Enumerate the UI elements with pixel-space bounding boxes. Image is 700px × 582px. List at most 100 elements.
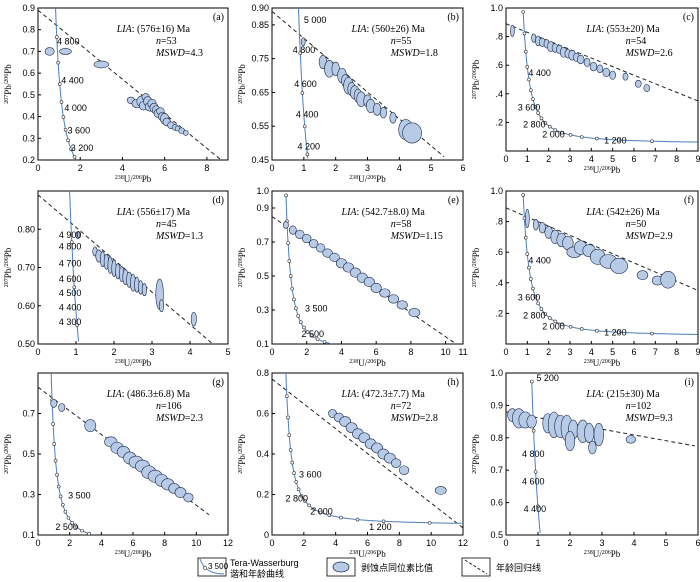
x-tick-label: 3 [599,538,604,548]
concordia-age-label: 4 000 [64,103,87,113]
concordia-marker [51,422,55,426]
concordia-marker [533,104,538,109]
x-tick-label: 0 [269,538,274,548]
concordia-marker [55,472,59,477]
legend-curve-label-2: 谐和年龄曲线 [230,568,284,579]
concordia-marker [54,35,59,39]
isotope-ellipse [434,486,447,495]
concordia-age-label: 1 200 [604,328,627,338]
x-tick-label: 6 [695,538,700,548]
isotope-ellipse [141,283,147,297]
x-tick-label: 5 [429,163,434,173]
y-tick-label: .6 [495,247,503,257]
x-tick-label: 9 [695,347,700,357]
concordia-marker [523,49,528,54]
stat-lia: LIA: (576±16) Ma [116,24,191,35]
concordia-age-label: 3 600 [68,126,91,136]
plot-frame [505,190,699,345]
concordia-marker [355,517,360,522]
concordia-age-label: 3 200 [71,143,94,153]
isotope-ellipse [625,435,636,444]
y-tick-label: 1.0 [490,368,503,378]
isotope-ellipse [588,440,597,455]
stat-mswd: MSWD=9.3 [625,413,673,424]
isotope-ellipse [389,112,397,124]
plot-area [272,373,463,529]
y-tick-label: 0.3 [22,490,35,500]
concordia-age-label: 4 400 [528,256,551,266]
regression-line [506,411,695,447]
concordia-marker [58,494,63,499]
concordia-marker [69,147,73,152]
isotope-ellipse [596,64,604,74]
y-tick-label: .8 [495,32,503,42]
y-tick-label: 0.65 [251,87,269,97]
concordia-age-label: 2 800 [523,311,546,321]
x-tick-label: 0 [503,347,508,357]
x-tick-label: 0 [35,347,40,357]
plot-area [272,8,445,159]
x-tick-label: 7 [653,154,658,164]
y-tick-label: 0.75 [251,54,269,64]
x-tick-label: 5 [610,154,615,164]
stat-mswd: MSWD=2.8 [390,413,438,424]
plot-area [506,379,695,533]
y-tick-label: 0.2 [22,155,35,165]
y-tick-label: .4 [495,278,503,288]
x-tick-label: 0 [503,538,508,548]
stat-n: n=102 [626,401,652,412]
y-tick-label: 0.9 [256,203,269,213]
concordia-marker [531,97,535,101]
stat-mswd: MSWD=2.3 [155,413,203,424]
concordia-marker [553,319,558,324]
concordia-marker [536,111,540,115]
concordia-marker [59,100,64,104]
stat-mswd: MSWD=2.9 [625,231,673,242]
isotope-ellipse [583,57,591,67]
concordia-marker [61,502,65,507]
isotope-ellipse [372,102,382,116]
concordia-age-label: 3 600 [518,292,541,302]
plot-area [506,193,698,336]
concordia-age-label: 4 800 [57,37,80,47]
concordia-age-label: 1 200 [369,522,392,532]
concordia-marker [533,294,538,299]
y-tick-label: .8 [495,217,503,227]
legend-ellipse-swatch [332,561,350,573]
stat-n: n=58 [391,219,412,230]
y-tick-label: .2 [495,308,503,318]
concordia-marker [525,252,530,256]
y-tick-label: 0.9 [490,400,503,410]
concordia-marker [339,515,343,520]
concordia-marker [296,487,301,492]
x-tick-label: 4 [589,154,594,164]
x-axis-label: 238U/206Pb [115,358,152,368]
isotope-ellipse [370,282,382,293]
x-tick-label: 3 [365,163,370,173]
stat-lia: LIA: (472.3±7.7) Ma [341,389,426,400]
legend-box-curve [197,557,227,577]
concordia-curve [297,8,309,159]
x-axis-label: 238U/206Pb [349,549,386,559]
chart-panel-3: 0 1 2 3 4 5 6 7 8 9 .2 .4 .6 .8 1.0 238U/206Pb 207Pb/206… [471,3,700,175]
stat-mswd: MSWD=1.3 [155,231,203,242]
concordia-marker [536,504,540,509]
x-tick-label: 0 [269,163,274,173]
concordia-marker [287,259,292,263]
x-tick-label: 2 [78,163,83,173]
panel-label: (h) [447,377,459,388]
isotope-ellipse [315,243,326,253]
x-axis-label: 238U/206Pb [584,549,621,559]
x-tick-label: 12 [223,538,233,548]
concordia-marker [72,285,77,290]
y-tick-label: 0.5 [256,271,269,281]
concordia-marker [286,415,290,420]
stat-mswd: MSWD=2.6 [625,48,673,59]
x-tick-label: 2 [111,347,116,357]
concordia-marker [303,499,307,503]
concordia-curve [50,373,93,535]
x-tick-label: 7 [653,347,658,357]
y-tick-label: 0 [264,530,269,540]
isotope-ellipse [589,62,598,72]
